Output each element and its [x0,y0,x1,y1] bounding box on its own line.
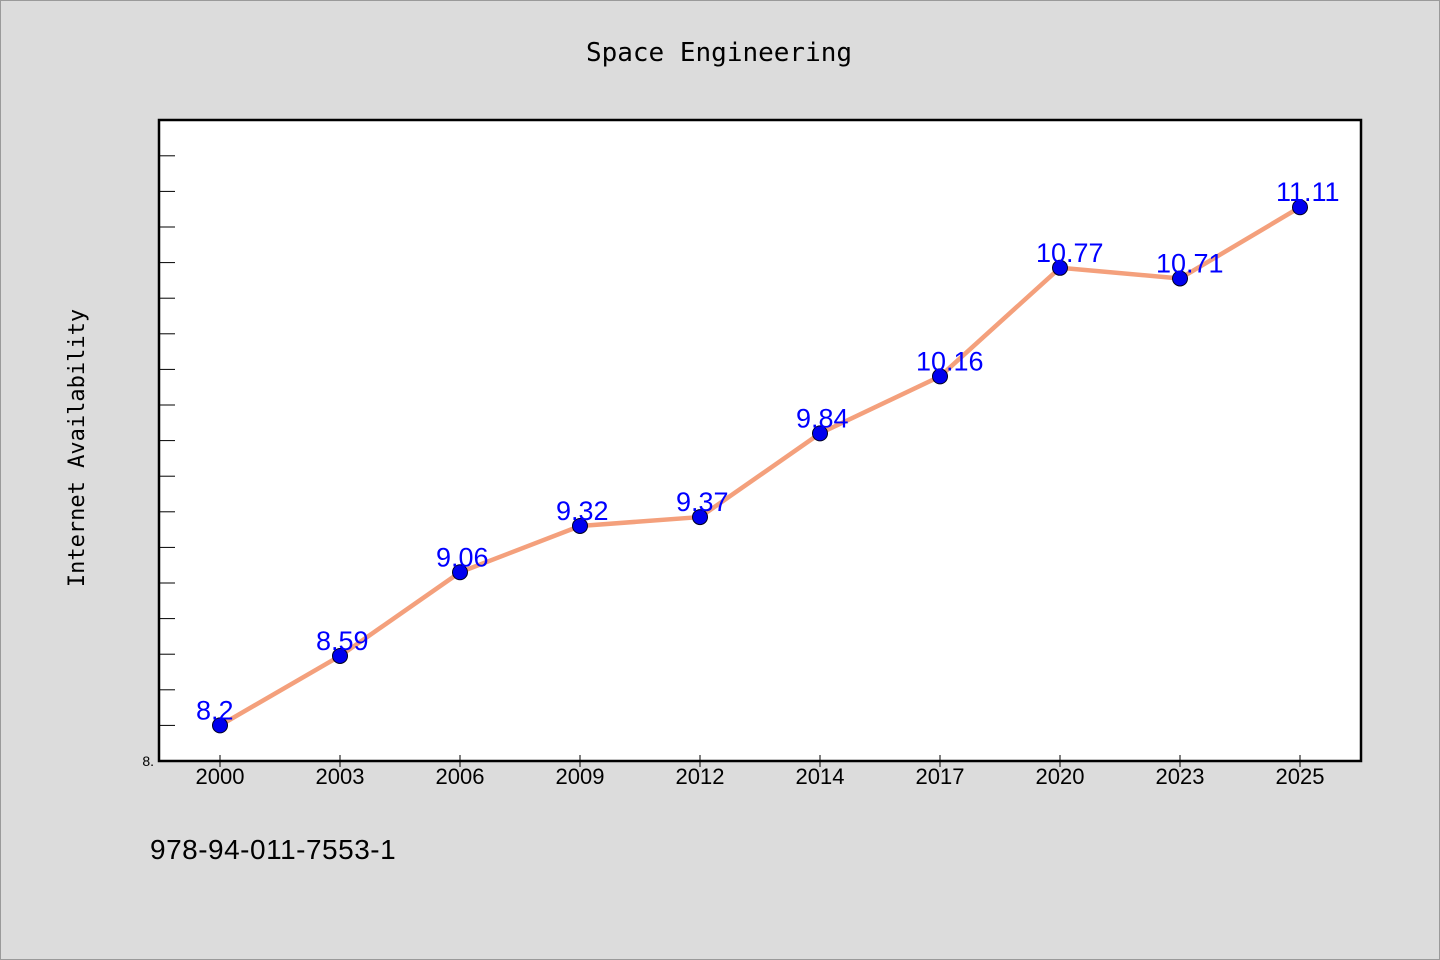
y-axis-label: Internet Availability [65,309,90,587]
data-label: 8.59 [316,626,369,656]
data-label: 10.77 [1036,238,1104,268]
series-line [218,205,1302,728]
data-point [812,425,828,442]
plot-area [157,118,1363,763]
data-label: 9.06 [436,542,489,572]
data-point [332,647,348,664]
data-point [1172,270,1188,287]
y-axis-ticks [159,119,175,762]
data-label: 11.11 [1276,177,1340,207]
x-tick-label: 2006 [436,764,485,789]
x-tick-label: 2023 [1156,764,1205,789]
data-markers [212,199,1308,734]
data-point [932,368,948,385]
chart-title: Space Engineering [586,38,852,68]
data-labels: 8.2 8.59 9.06 9.32 9.37 9.84 10.16 10.77 10.71 11… [196,177,1340,725]
data-label: 8.2 [196,695,234,725]
x-axis: 2000 2003 2006 2009 2012 2014 2017 2020 2023 2025 [196,755,1325,789]
data-point [572,517,588,534]
x-tick-label: 2025 [1276,764,1325,789]
isbn-text: 978-94-011-7553-1 [150,834,397,865]
x-tick-label: 2012 [676,764,725,789]
x-tick-label: 2009 [556,764,605,789]
data-point [1292,199,1308,216]
data-point [692,509,708,526]
x-tick-label: 2003 [316,764,365,789]
data-label: 10.16 [916,346,984,376]
data-point [452,564,468,581]
data-label: 9.84 [796,403,849,433]
y-tick-label: 8. [142,753,154,769]
x-tick-label: 2017 [916,764,965,789]
data-point [1052,259,1068,276]
data-point [212,717,228,734]
data-label: 9.37 [676,487,729,517]
x-tick-label: 2000 [196,764,245,789]
data-label: 9.32 [556,496,609,526]
x-tick-label: 2020 [1036,764,1085,789]
x-tick-label: 2014 [796,764,845,789]
data-label: 10.71 [1156,248,1224,278]
